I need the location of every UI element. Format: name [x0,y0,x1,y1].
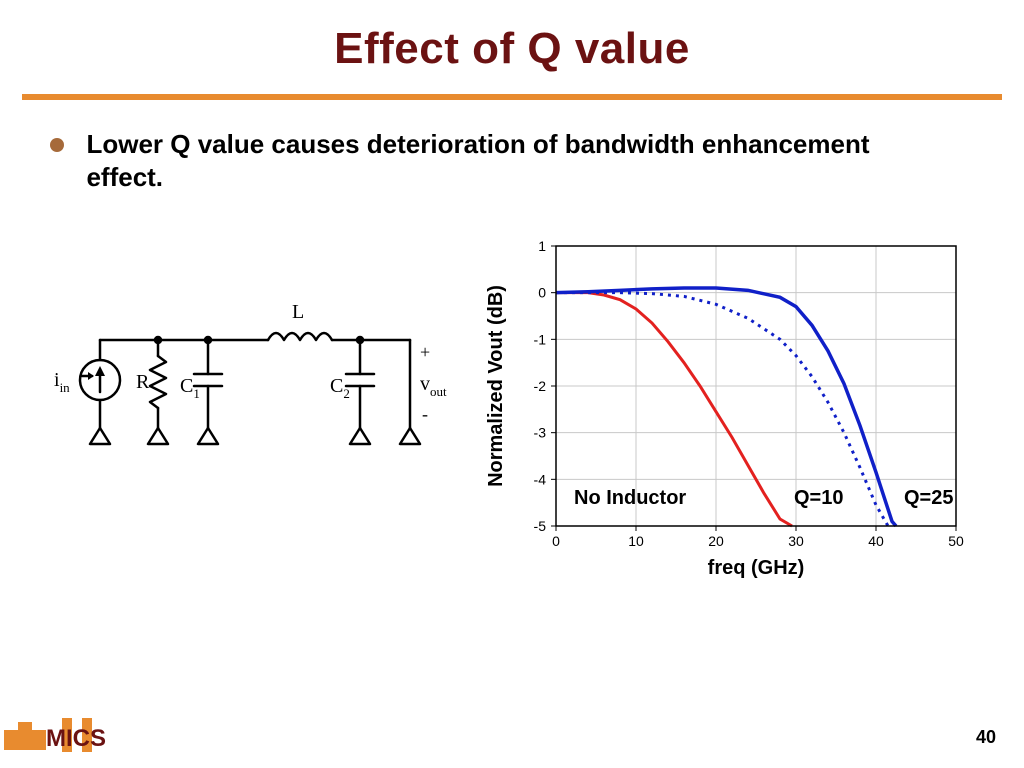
slide-title: Effect of Q value [0,24,1024,74]
ytick: -4 [534,471,547,487]
bullet-row: Lower Q value causes deterioration of ba… [50,128,920,193]
ytick: -2 [534,378,547,394]
xtick: 0 [552,533,560,549]
xtick: 20 [708,533,724,549]
bullet-dot [50,138,64,152]
label-L: L [292,301,304,323]
legend-label: No Inductor [574,487,686,509]
response-chart: 0 10 20 30 40 50 -5 -4 -3 -2 -1 0 1 freq (GHz) Normali… [470,230,1010,610]
page-number: 40 [976,727,996,748]
label-C2: C2 [330,375,350,401]
xtick: 40 [868,533,884,549]
bullet-text: Lower Q value causes deterioration of ba… [86,128,886,193]
label-vout: vout [420,373,447,399]
ytick: -1 [534,331,547,347]
svg-text:MICS: MICS [46,725,106,752]
xtick: 10 [628,533,644,549]
xtick: 30 [788,533,804,549]
logo-icon: MICS [4,718,124,752]
label-R: R [136,371,150,393]
title-text: Effect of Q value [334,24,690,73]
circuit-diagram: L iin R C1 [40,300,460,500]
label-C1: C1 [180,375,200,401]
ytick: 0 [538,285,546,301]
xtick: 50 [948,533,964,549]
legend-label: Q=25 [904,487,953,509]
label-iin: iin [54,369,70,395]
x-axis-label: freq (GHz) [708,557,805,579]
ytick: -3 [534,425,547,441]
y-axis-label: Normalized Vout (dB) [485,285,507,487]
legend-label: Q=10 [794,487,843,509]
ytick: -5 [534,518,547,534]
label-plus: + [420,342,430,362]
ytick: 1 [538,238,546,254]
title-rule [22,94,1002,100]
label-minus: - [422,404,428,424]
